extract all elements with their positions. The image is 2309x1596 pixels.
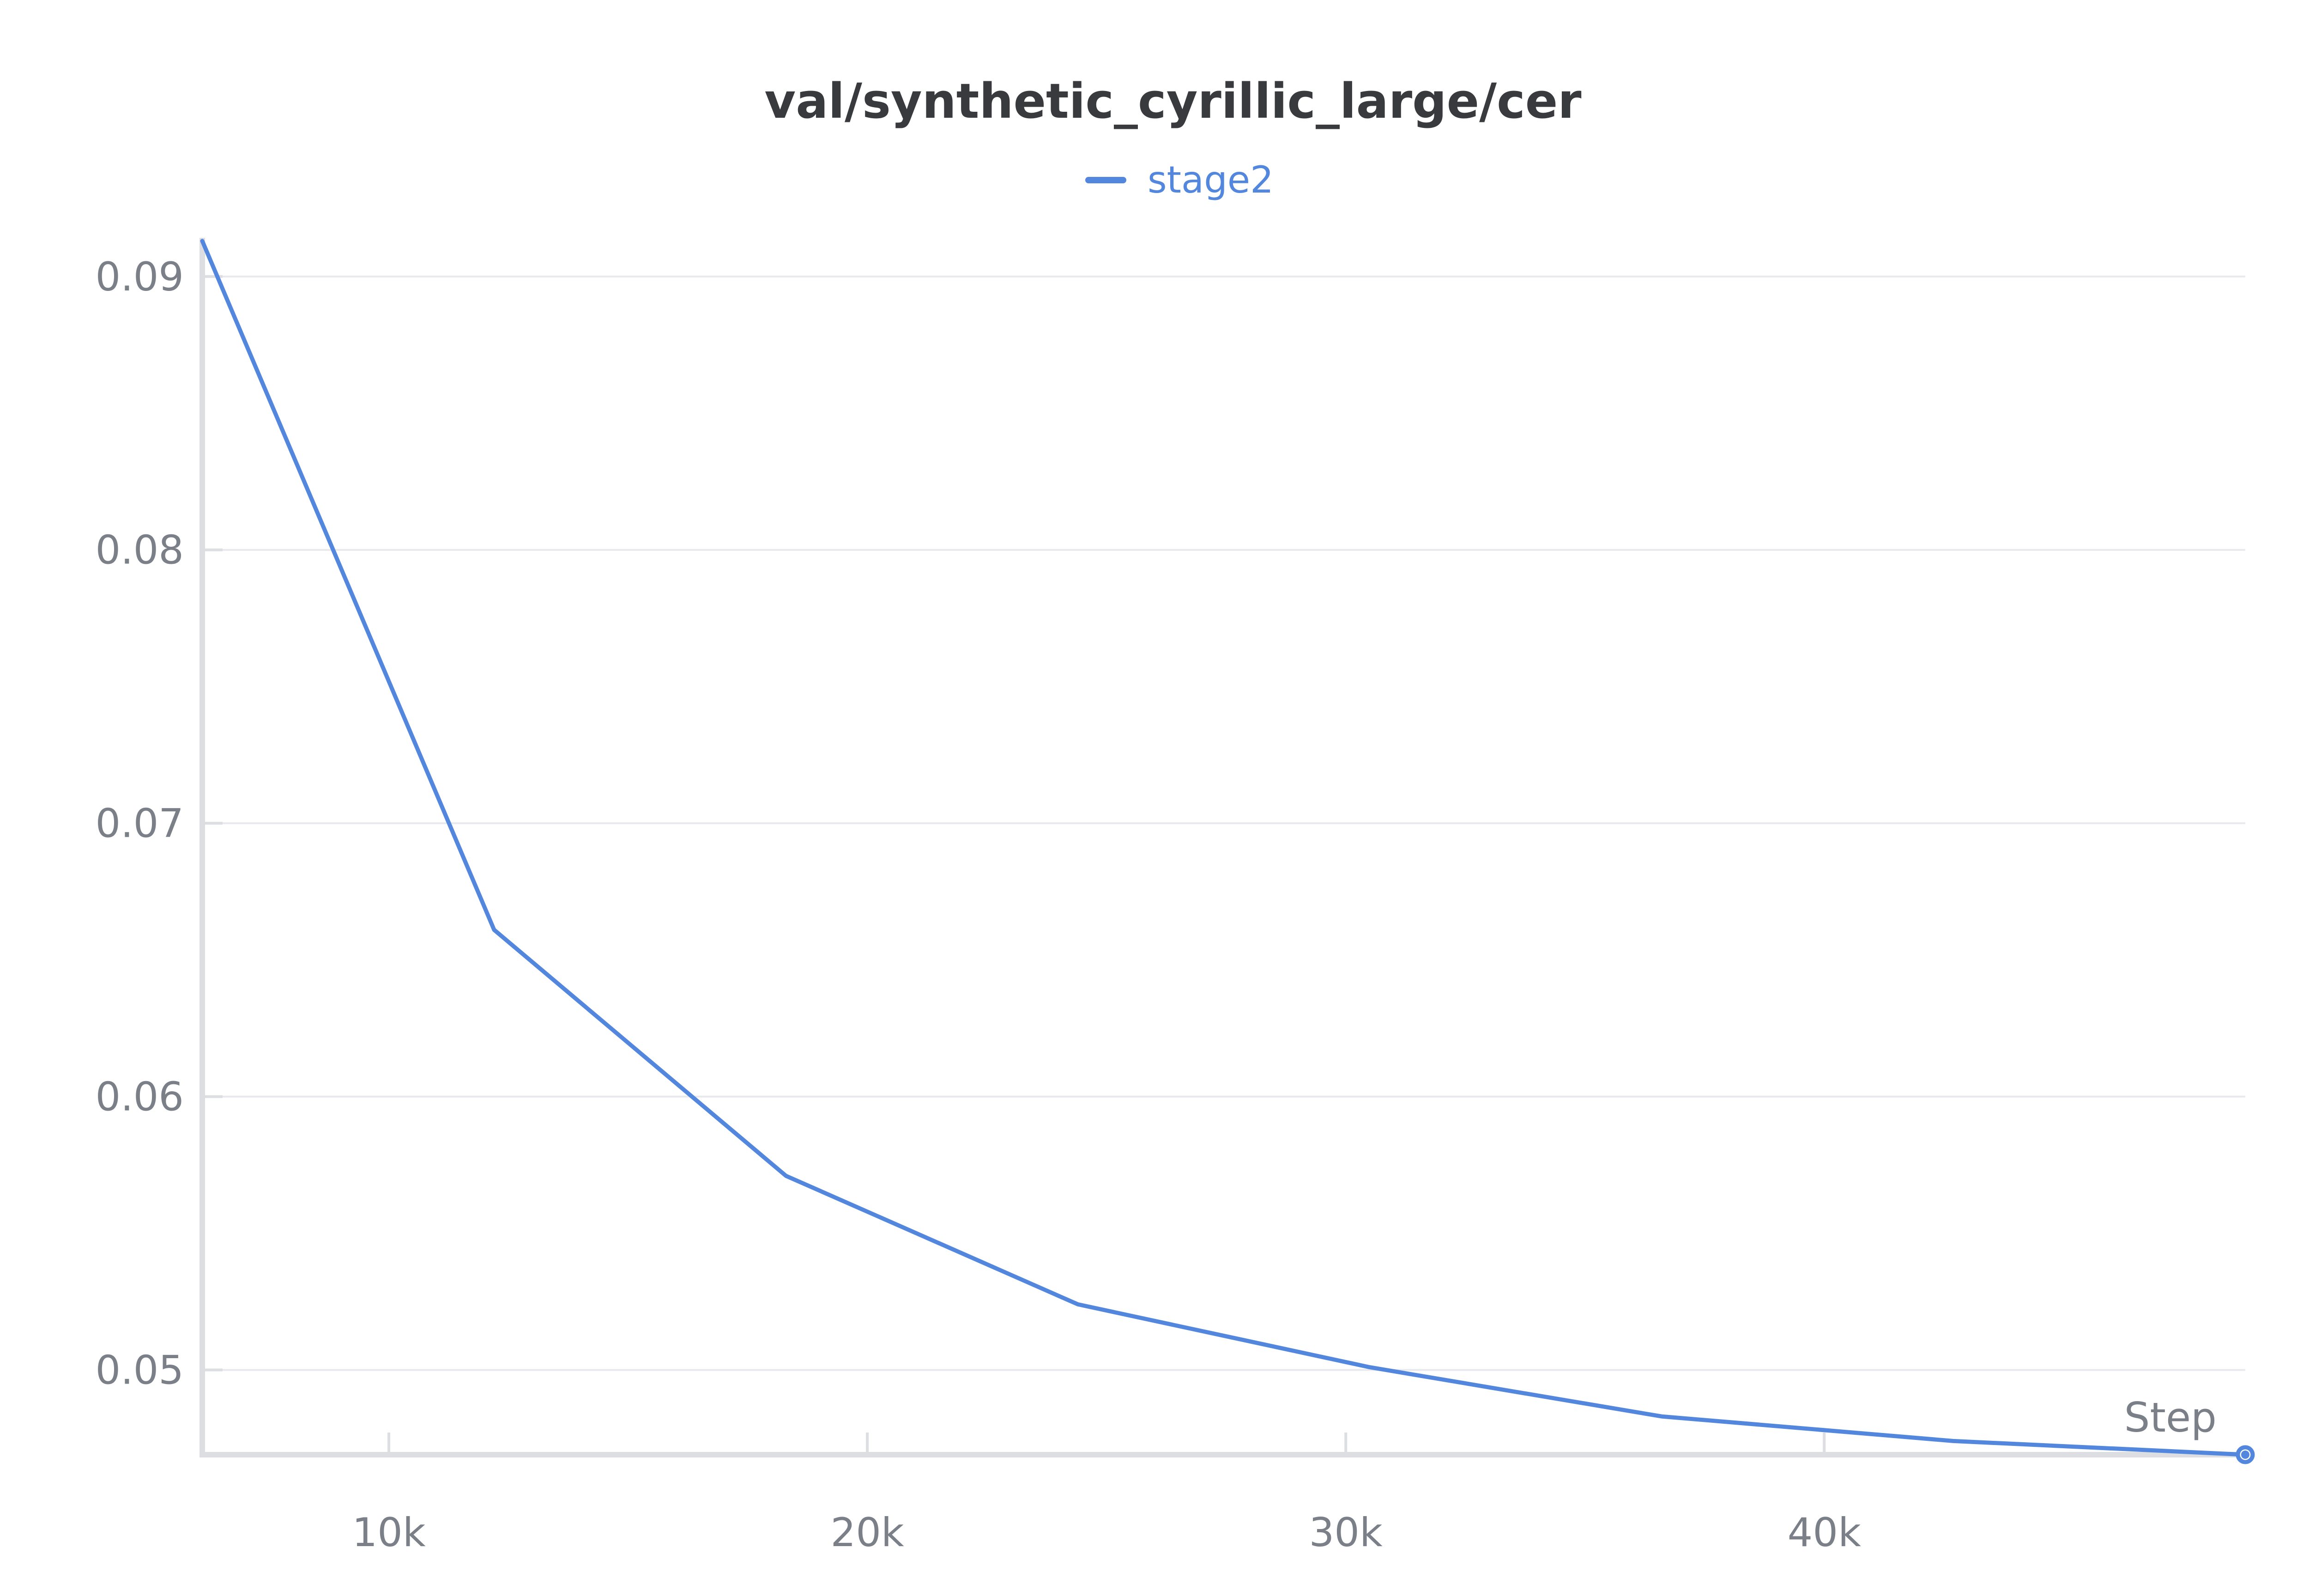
y-tick-label: 0.08 bbox=[96, 527, 184, 574]
legend-label-stage2: stage2 bbox=[1148, 158, 1274, 201]
legend[interactable]: stage2 bbox=[1085, 158, 1274, 201]
series-end-point-fill bbox=[2241, 1451, 2249, 1459]
x-axis-title: Step bbox=[2124, 1394, 2217, 1441]
series-layer bbox=[200, 239, 2255, 1464]
chart-title: val/synthetic_cyrillic_large/cer bbox=[764, 73, 1581, 129]
series-line-stage2[interactable] bbox=[200, 239, 2248, 1457]
y-tick-label: 0.07 bbox=[96, 801, 184, 847]
x-tick-label: 40k bbox=[1788, 1510, 1861, 1556]
axes: 0.05 0.06 0.07 0.08 0.09 10k 20k 30k 40k bbox=[96, 238, 2245, 1556]
gridlines bbox=[202, 275, 2245, 1371]
y-tick-label: 0.06 bbox=[96, 1074, 184, 1120]
y-tick-label: 0.09 bbox=[96, 254, 184, 300]
y-tick-label: 0.05 bbox=[96, 1348, 184, 1394]
x-tick-label: 30k bbox=[1309, 1510, 1383, 1556]
x-tick-label: 10k bbox=[352, 1510, 425, 1556]
x-tick-label: 20k bbox=[831, 1510, 904, 1556]
